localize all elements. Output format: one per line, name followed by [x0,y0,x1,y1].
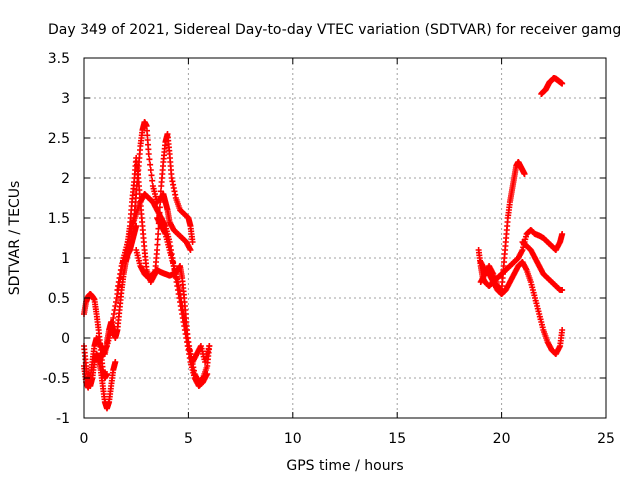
data-point [103,371,110,377]
x-tick-label: 20 [493,431,511,447]
data-point [156,209,163,216]
series-sat-c [81,223,140,391]
data-point [149,177,156,184]
plot-border [83,57,607,419]
y-tick-label: 3.5 [48,51,70,67]
data-point [112,359,119,365]
data-point [157,199,164,205]
data-point [206,343,213,349]
data-point [147,161,154,168]
y-axis-label: SDTVAR / TECUs [7,181,23,296]
data-point [559,231,566,237]
x-tick-label: 15 [388,431,406,447]
chart-title: Day 349 of 2021, Sidereal Day-to-day VTE… [48,22,621,38]
series-sat-f [122,131,196,285]
y-tick-label: 0 [61,331,70,347]
y-tick-label: -0.5 [43,371,70,387]
x-tick-label: 5 [184,431,193,447]
data-point [155,231,162,237]
data-point [559,327,566,333]
y-tick-label: 1.5 [48,211,70,227]
x-tick-label: 10 [284,431,302,447]
series-sat-h [154,215,213,385]
tick-labels: 0 5 10 15 20 25 -1 -0.5 0 0.5 1 1.5 2 2.5 3 3.5 [43,51,615,447]
data-point [559,287,566,293]
data-point [148,172,155,179]
series-sat-k [477,259,566,357]
data-points [81,75,566,412]
series-sat-m [538,75,566,97]
data-point [145,151,152,157]
data-point [189,239,196,245]
data-point [559,80,566,87]
axis-ticks [83,57,607,419]
y-tick-label: 1 [61,251,70,267]
y-tick-label: 3 [61,91,70,107]
x-axis-label: GPS time / hours [286,458,403,474]
grid-lines [84,58,606,418]
data-point [146,156,153,163]
data-point [521,171,528,177]
y-tick-label: 0.5 [48,291,70,307]
x-tick-label: 0 [80,431,89,447]
data-point [157,188,164,195]
x-tick-label: 25 [597,431,615,447]
data-point [154,241,161,248]
y-tick-label: 2.5 [48,131,70,147]
data-point [156,204,163,211]
data-point [154,236,161,243]
data-point [154,247,161,253]
data-point [157,193,164,200]
series-sat-l [519,239,566,293]
y-tick-label: -1 [56,411,70,427]
y-tick-label: 2 [61,171,70,187]
data-point [147,167,154,173]
data-point [187,247,194,253]
